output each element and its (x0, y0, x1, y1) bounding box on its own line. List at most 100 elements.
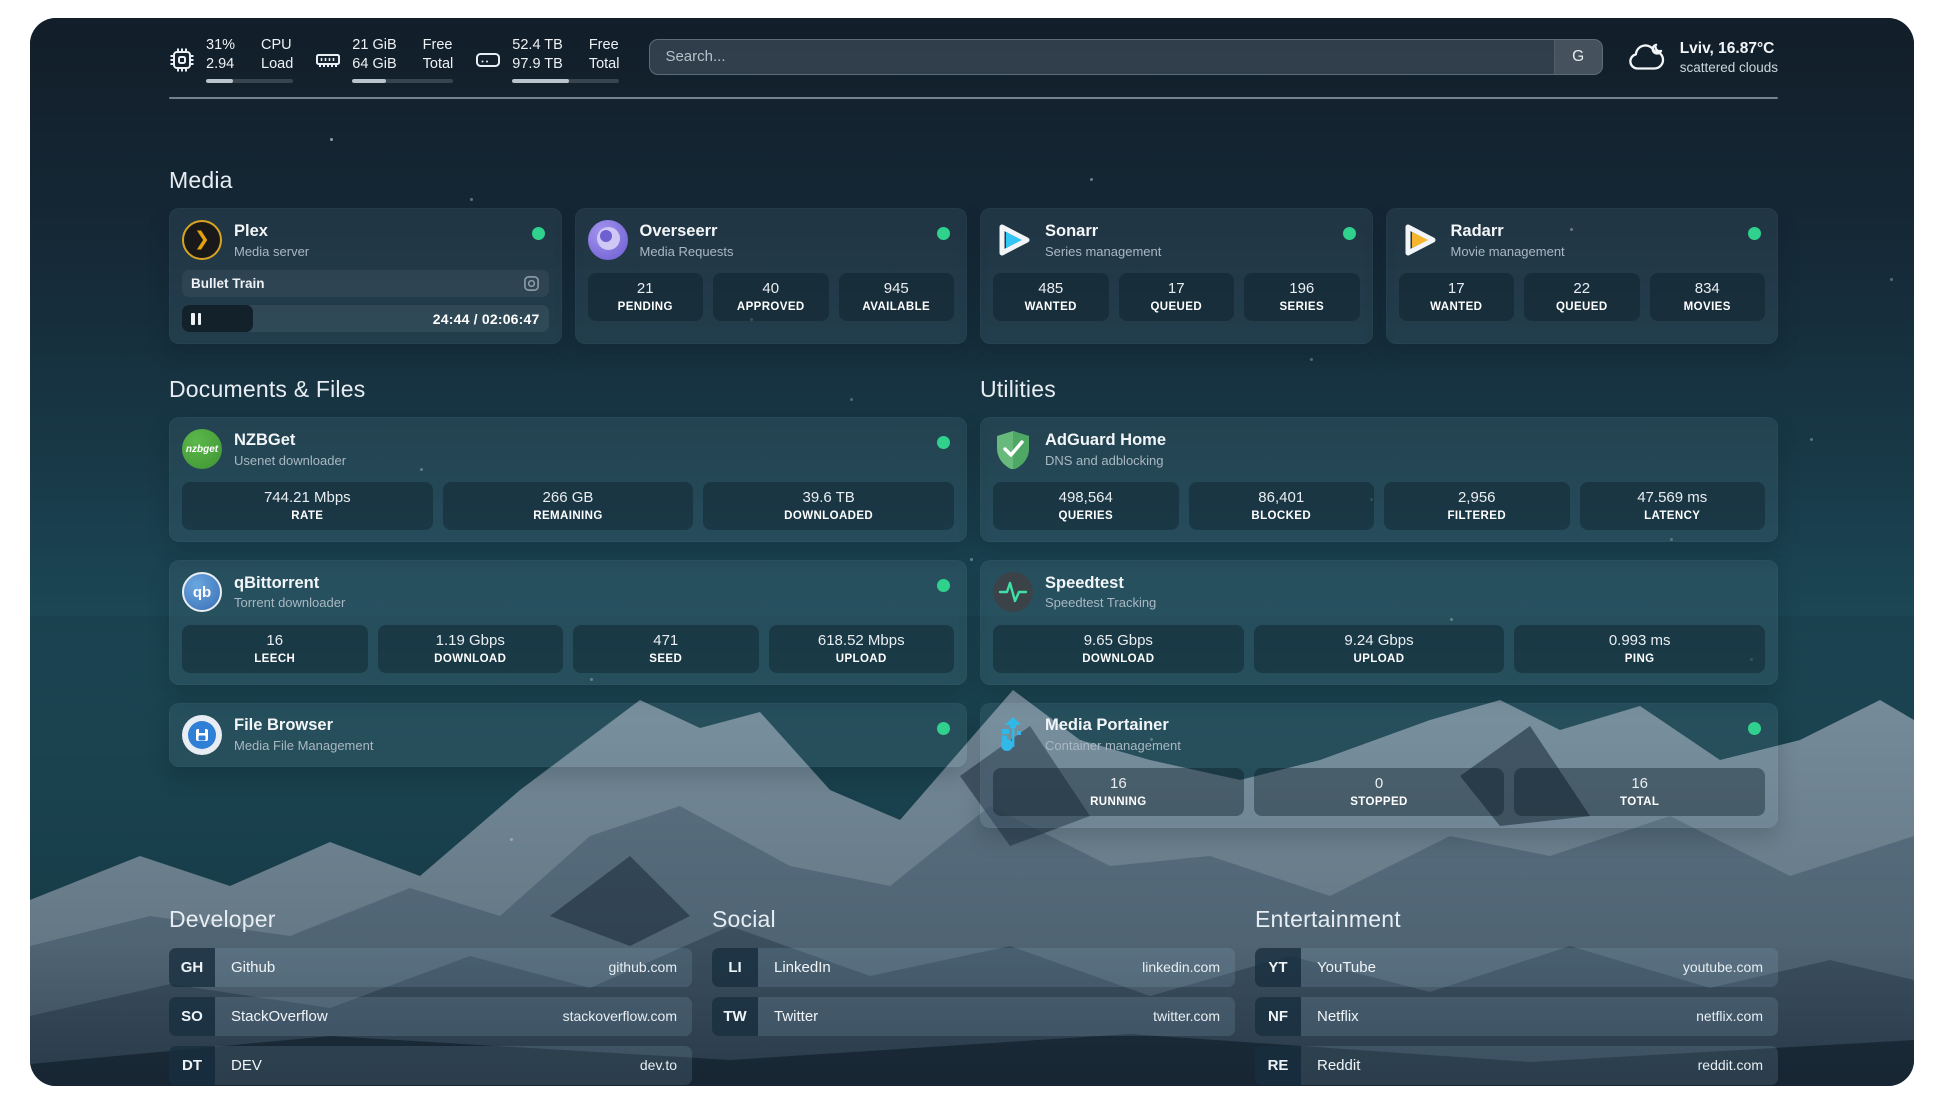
ram-label2: Total (422, 56, 454, 73)
bookmark-url: github.com (608, 959, 677, 975)
sonarr-card[interactable]: Sonarr Series management 485 WANTED 17 Q… (980, 208, 1373, 345)
weather-location-temp: Lviv, 16.87°C (1679, 40, 1775, 58)
overseerr-card[interactable]: Overseerr Media Requests 21 PENDING 40 A… (574, 208, 967, 345)
disk-progress-bar (512, 79, 620, 84)
status-dot (937, 721, 950, 735)
dashboard: 31% 2.94 CPU Load (30, 18, 1914, 1086)
app-title: NZBGet (234, 430, 296, 449)
stat-label: SERIES (1279, 301, 1325, 313)
disk-stat: 52.4 TB 97.9 TB Free Total (475, 36, 620, 84)
stat-value: 834 (1694, 280, 1720, 298)
stat-upload: 9.24 Gbps UPLOAD (1253, 625, 1505, 673)
stat-label: DOWNLOADED (784, 510, 874, 522)
stat-queued: 17 QUEUED (1118, 273, 1234, 321)
stat-value: 1.19 Gbps (435, 632, 505, 649)
stat-total: 16 TOTAL (1514, 767, 1765, 816)
cpu-stat: 31% 2.94 CPU Load (169, 36, 294, 84)
playback-time: 24:44 / 02:06:47 (432, 310, 540, 327)
speedtest-card[interactable]: Speedtest Speedtest Tracking 9.65 Gbps D… (980, 560, 1778, 685)
bookmark-twitter[interactable]: TW Twitter twitter.com (712, 996, 1235, 1036)
stat-latency: 47.569 ms LATENCY (1579, 482, 1765, 530)
stat-value: 16 (266, 632, 284, 649)
stat-label: SEED (649, 652, 683, 665)
app-subtitle: Container management (1045, 738, 1181, 754)
stat-value: 17 (1167, 280, 1185, 298)
app-subtitle: Movie management (1450, 243, 1565, 259)
stat-value: 618.52 Mbps (817, 632, 905, 649)
nzbget-card[interactable]: nzbget NZBGet Usenet downloader 744.21 M… (169, 417, 967, 542)
stat-value: 0.993 ms (1608, 632, 1671, 649)
media-section-title: Media (169, 167, 233, 194)
bookmark-url: reddit.com (1697, 1057, 1763, 1073)
stat-value: 47.569 ms (1637, 489, 1708, 507)
portainer-card[interactable]: Media Portainer Container management 16 … (980, 702, 1778, 828)
bookmark-youtube[interactable]: YT YouTube youtube.com (1255, 947, 1778, 987)
cpu-icon (170, 48, 194, 72)
stat-queries: 498,564 QUERIES (993, 482, 1179, 530)
stat-pending: 21 PENDING (587, 273, 703, 321)
qbittorrent-icon: qb (182, 572, 222, 612)
stat-wanted: 485 WANTED (993, 273, 1109, 321)
media-card-row: ❯ Plex Media server Bullet Train (169, 208, 1778, 345)
stat-label: QUERIES (1058, 510, 1114, 522)
radarr-card[interactable]: Radarr Movie management 17 WANTED 22 QUE… (1385, 208, 1778, 345)
stat-label: QUEUED (1555, 301, 1608, 313)
app-subtitle: Media server (234, 243, 310, 259)
bookmark-netflix[interactable]: NF Netflix netflix.com (1255, 996, 1778, 1036)
status-dot (937, 579, 950, 592)
search-bar[interactable]: G (649, 38, 1603, 75)
bookmark-linkedin[interactable]: LI LinkedIn linkedin.com (712, 947, 1235, 987)
bookmark-abbr: YT (1255, 947, 1301, 987)
stat-label: FILTERED (1447, 510, 1507, 522)
documents-section-title: Documents & Files (169, 376, 366, 403)
adguard-card[interactable]: AdGuard Home DNS and adblocking 498,564 … (980, 417, 1778, 542)
bookmark-url: youtube.com (1682, 959, 1763, 975)
stat-value: 9.65 Gbps (1083, 632, 1153, 649)
app-subtitle: Series management (1045, 243, 1162, 259)
stat-approved: 40 APPROVED (713, 273, 829, 321)
bookmark-url: stackoverflow.com (562, 1008, 677, 1024)
stat-value: 21 (636, 280, 654, 298)
stat-movies: 834 MOVIES (1649, 273, 1765, 321)
bookmark-github[interactable]: GH Github github.com (169, 947, 692, 987)
plex-card[interactable]: ❯ Plex Media server Bullet Train (169, 208, 562, 345)
snow-speckles (330, 138, 333, 141)
session-icon (523, 276, 539, 292)
stat-value: 22 (1573, 280, 1591, 298)
app-title: Plex (234, 221, 268, 240)
overseerr-icon (587, 220, 628, 261)
stat-label: APPROVED (736, 301, 805, 313)
search-engine-button[interactable]: G (1553, 39, 1602, 74)
disk-label2: Total (588, 56, 620, 73)
bookmark-url: linkedin.com (1142, 959, 1220, 975)
stat-value: 2,956 (1457, 489, 1496, 507)
stat-label: LEECH (254, 652, 296, 665)
playback-progress-bar: 24:44 / 02:06:47 (182, 305, 549, 333)
qbittorrent-card[interactable]: qb qBittorrent Torrent downloader 16 LEE… (169, 560, 967, 685)
filebrowser-card[interactable]: File Browser Media File Management (169, 702, 967, 767)
status-dot (1342, 227, 1356, 241)
stat-value: 40 (762, 280, 780, 298)
status-dot (531, 227, 545, 241)
pause-button[interactable] (191, 305, 201, 332)
stat-rate: 744.21 Mbps RATE (182, 482, 433, 530)
bookmark-abbr: NF (1255, 996, 1301, 1036)
bookmark-reddit[interactable]: RE Reddit reddit.com (1255, 1045, 1778, 1085)
documents-column: Documents & Files nzbget NZBGet Usenet d… (169, 376, 967, 845)
disk-free: 52.4 TB (512, 37, 563, 53)
developer-column: Developer GH Github github.com SO StackO… (169, 906, 692, 1085)
stat-label: UPLOAD (1353, 652, 1405, 665)
bookmark-abbr: RE (1255, 1045, 1301, 1085)
search-input[interactable] (650, 39, 1554, 74)
bookmark-dev[interactable]: DT DEV dev.to (169, 1045, 692, 1085)
nzbget-icon: nzbget (182, 429, 222, 470)
bookmark-stackoverflow[interactable]: SO StackOverflow stackoverflow.com (169, 996, 692, 1036)
bookmark-url: dev.to (639, 1057, 677, 1073)
disk-label: Free (588, 37, 619, 53)
status-dot (937, 227, 950, 241)
ram-total: 64 GiB (352, 56, 397, 73)
stat-value: 485 (1038, 280, 1064, 298)
status-dot (1748, 721, 1761, 735)
cpu-percent: 31% (206, 37, 236, 53)
stat-value: 17 (1447, 280, 1465, 298)
